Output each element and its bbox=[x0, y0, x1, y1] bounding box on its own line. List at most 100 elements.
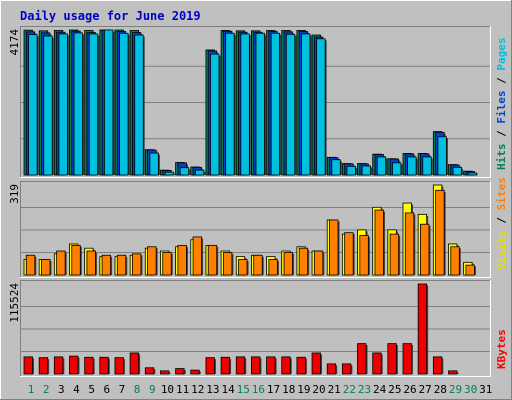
bar-kbytes-kbytes-day-22 bbox=[341, 363, 353, 375]
bar-fill bbox=[99, 356, 109, 375]
x-tick-day-8: 8 bbox=[134, 383, 141, 396]
bar-visits-sites-day-6 bbox=[101, 254, 113, 276]
bar-fill bbox=[285, 33, 296, 176]
x-axis-labels: 1 2 3 4 5 6 7 8 9 10 11 12 13 14 15 16 17 18 19 20 21 22 23 24 2… bbox=[28, 383, 493, 396]
bar-kbytes-kbytes-day-11 bbox=[175, 368, 186, 375]
bar-fill bbox=[387, 343, 397, 375]
bar-fill bbox=[84, 356, 94, 375]
bar-kbytes-kbytes-day-15 bbox=[235, 356, 247, 375]
bar-kbytes-kbytes-day-3 bbox=[53, 356, 65, 375]
bar-hits-pages-day-29 bbox=[452, 166, 464, 176]
bar-hits-pages-day-20 bbox=[316, 38, 327, 176]
bar-fill bbox=[114, 357, 124, 375]
bar-visits-sites-day-29 bbox=[450, 246, 461, 276]
bar-fill bbox=[331, 159, 341, 176]
bar-kbytes-kbytes-day-10 bbox=[160, 370, 171, 375]
x-tick-day-20: 20 bbox=[312, 383, 325, 396]
panel-hits: 4174 Hits / Files / Pages bbox=[8, 26, 508, 178]
bar-fill bbox=[255, 32, 265, 176]
bar-fill bbox=[357, 343, 367, 375]
panel-visits-legend-part-2: Sites bbox=[495, 177, 508, 210]
panel-visits: 319 Visits / Sites bbox=[8, 177, 508, 278]
x-tick-day-27: 27 bbox=[419, 383, 432, 396]
bar-visits-sites-day-28 bbox=[435, 189, 446, 276]
bar-kbytes-kbytes-day-7 bbox=[114, 357, 125, 375]
bar-visits-sites-day-8 bbox=[132, 253, 143, 276]
panel-hits-legend-part-1: / bbox=[495, 124, 508, 144]
bar-fill bbox=[225, 32, 235, 176]
bar-fill bbox=[359, 235, 369, 276]
bar-fill bbox=[235, 356, 246, 375]
bar-kbytes-kbytes-day-6 bbox=[99, 356, 110, 375]
bar-hits-pages-day-30 bbox=[467, 172, 479, 176]
bar-visits-sites-day-2 bbox=[41, 259, 52, 276]
bar-fill bbox=[222, 252, 233, 276]
x-tick-day-4: 4 bbox=[73, 383, 80, 396]
bar-fill bbox=[376, 156, 387, 176]
x-tick-day-26: 26 bbox=[403, 383, 416, 396]
x-tick-day-5: 5 bbox=[88, 383, 95, 396]
panel-kbytes-legend: KBytes bbox=[495, 329, 508, 369]
bar-fill bbox=[450, 246, 460, 276]
bar-kbytes-kbytes-day-14 bbox=[220, 356, 232, 375]
bar-fill bbox=[23, 356, 33, 375]
bar-visits-sites-day-4 bbox=[71, 244, 82, 276]
bar-kbytes-kbytes-day-23 bbox=[357, 343, 368, 375]
bar-hits-pages-day-19 bbox=[301, 33, 312, 176]
bar-fill bbox=[177, 244, 187, 276]
bar-fill bbox=[147, 246, 157, 276]
bar-hits-pages-day-7 bbox=[119, 32, 130, 176]
x-tick-day-3: 3 bbox=[58, 383, 65, 396]
bar-fill bbox=[25, 254, 36, 276]
bar-visits-sites-day-30 bbox=[465, 264, 476, 276]
x-tick-day-19: 19 bbox=[297, 383, 310, 396]
bar-visits-sites-day-18 bbox=[283, 252, 295, 276]
bar-fill bbox=[238, 259, 248, 276]
bar-fill bbox=[402, 343, 412, 375]
bar-hits-pages-day-21 bbox=[331, 159, 342, 176]
panel-hits-legend: Hits / Files / Pages bbox=[495, 38, 508, 171]
bar-fill bbox=[422, 156, 432, 176]
bar-visits-sites-day-13 bbox=[207, 244, 219, 276]
bar-visits-sites-day-14 bbox=[222, 252, 234, 276]
panel-hits-legend-part-4: Pages bbox=[495, 38, 508, 71]
bar-hits-pages-day-22 bbox=[346, 165, 357, 176]
bar-visits-sites-day-5 bbox=[86, 250, 97, 276]
bar-fill bbox=[164, 171, 174, 176]
bar-kbytes-kbytes-day-5 bbox=[84, 356, 95, 375]
bar-fill bbox=[270, 32, 281, 176]
bar-kbytes-kbytes-day-20 bbox=[311, 352, 323, 375]
bar-kbytes-kbytes-day-26 bbox=[402, 343, 413, 375]
panel-kbytes-legend-part-0: KBytes bbox=[495, 329, 508, 369]
bar-kbytes-kbytes-day-8 bbox=[129, 352, 141, 375]
bar-fill bbox=[301, 33, 311, 176]
bar-fill bbox=[41, 259, 51, 276]
bar-visits-sites-day-1 bbox=[25, 254, 37, 276]
bar-visits-sites-day-9 bbox=[147, 246, 158, 276]
bar-fill bbox=[56, 250, 66, 276]
x-tick-day-25: 25 bbox=[388, 383, 401, 396]
panel-kbytes: 115524 KBytes bbox=[8, 280, 508, 377]
x-tick-day-11: 11 bbox=[176, 383, 189, 396]
bar-visits-sites-day-10 bbox=[162, 252, 173, 276]
chart-title: Daily usage for June 2019 bbox=[20, 9, 201, 23]
bar-hits-pages-day-13 bbox=[210, 53, 221, 176]
bar-kbytes-kbytes-day-27 bbox=[417, 283, 429, 375]
x-tick-day-10: 10 bbox=[161, 383, 174, 396]
chart-panels: 4174 Hits / Files / Pages 319 Visits / Site… bbox=[8, 26, 508, 377]
bar-hits-pages-day-24 bbox=[376, 156, 388, 176]
x-tick-day-22: 22 bbox=[343, 383, 356, 396]
bar-visits-sites-day-19 bbox=[298, 247, 310, 276]
bar-hits-pages-day-27 bbox=[422, 156, 433, 176]
bar-fill bbox=[28, 34, 38, 176]
bar-fill bbox=[132, 253, 142, 276]
bar-hits-pages-day-15 bbox=[240, 33, 251, 176]
bar-visits-sites-day-17 bbox=[268, 259, 279, 276]
bar-fill bbox=[467, 172, 478, 176]
x-tick-day-18: 18 bbox=[282, 383, 295, 396]
bar-hits-pages-day-4 bbox=[73, 32, 85, 176]
bar-hits-pages-day-5 bbox=[88, 33, 100, 176]
bar-fill bbox=[73, 32, 83, 176]
bar-visits-sites-day-21 bbox=[329, 219, 340, 276]
bar-fill bbox=[389, 233, 400, 276]
